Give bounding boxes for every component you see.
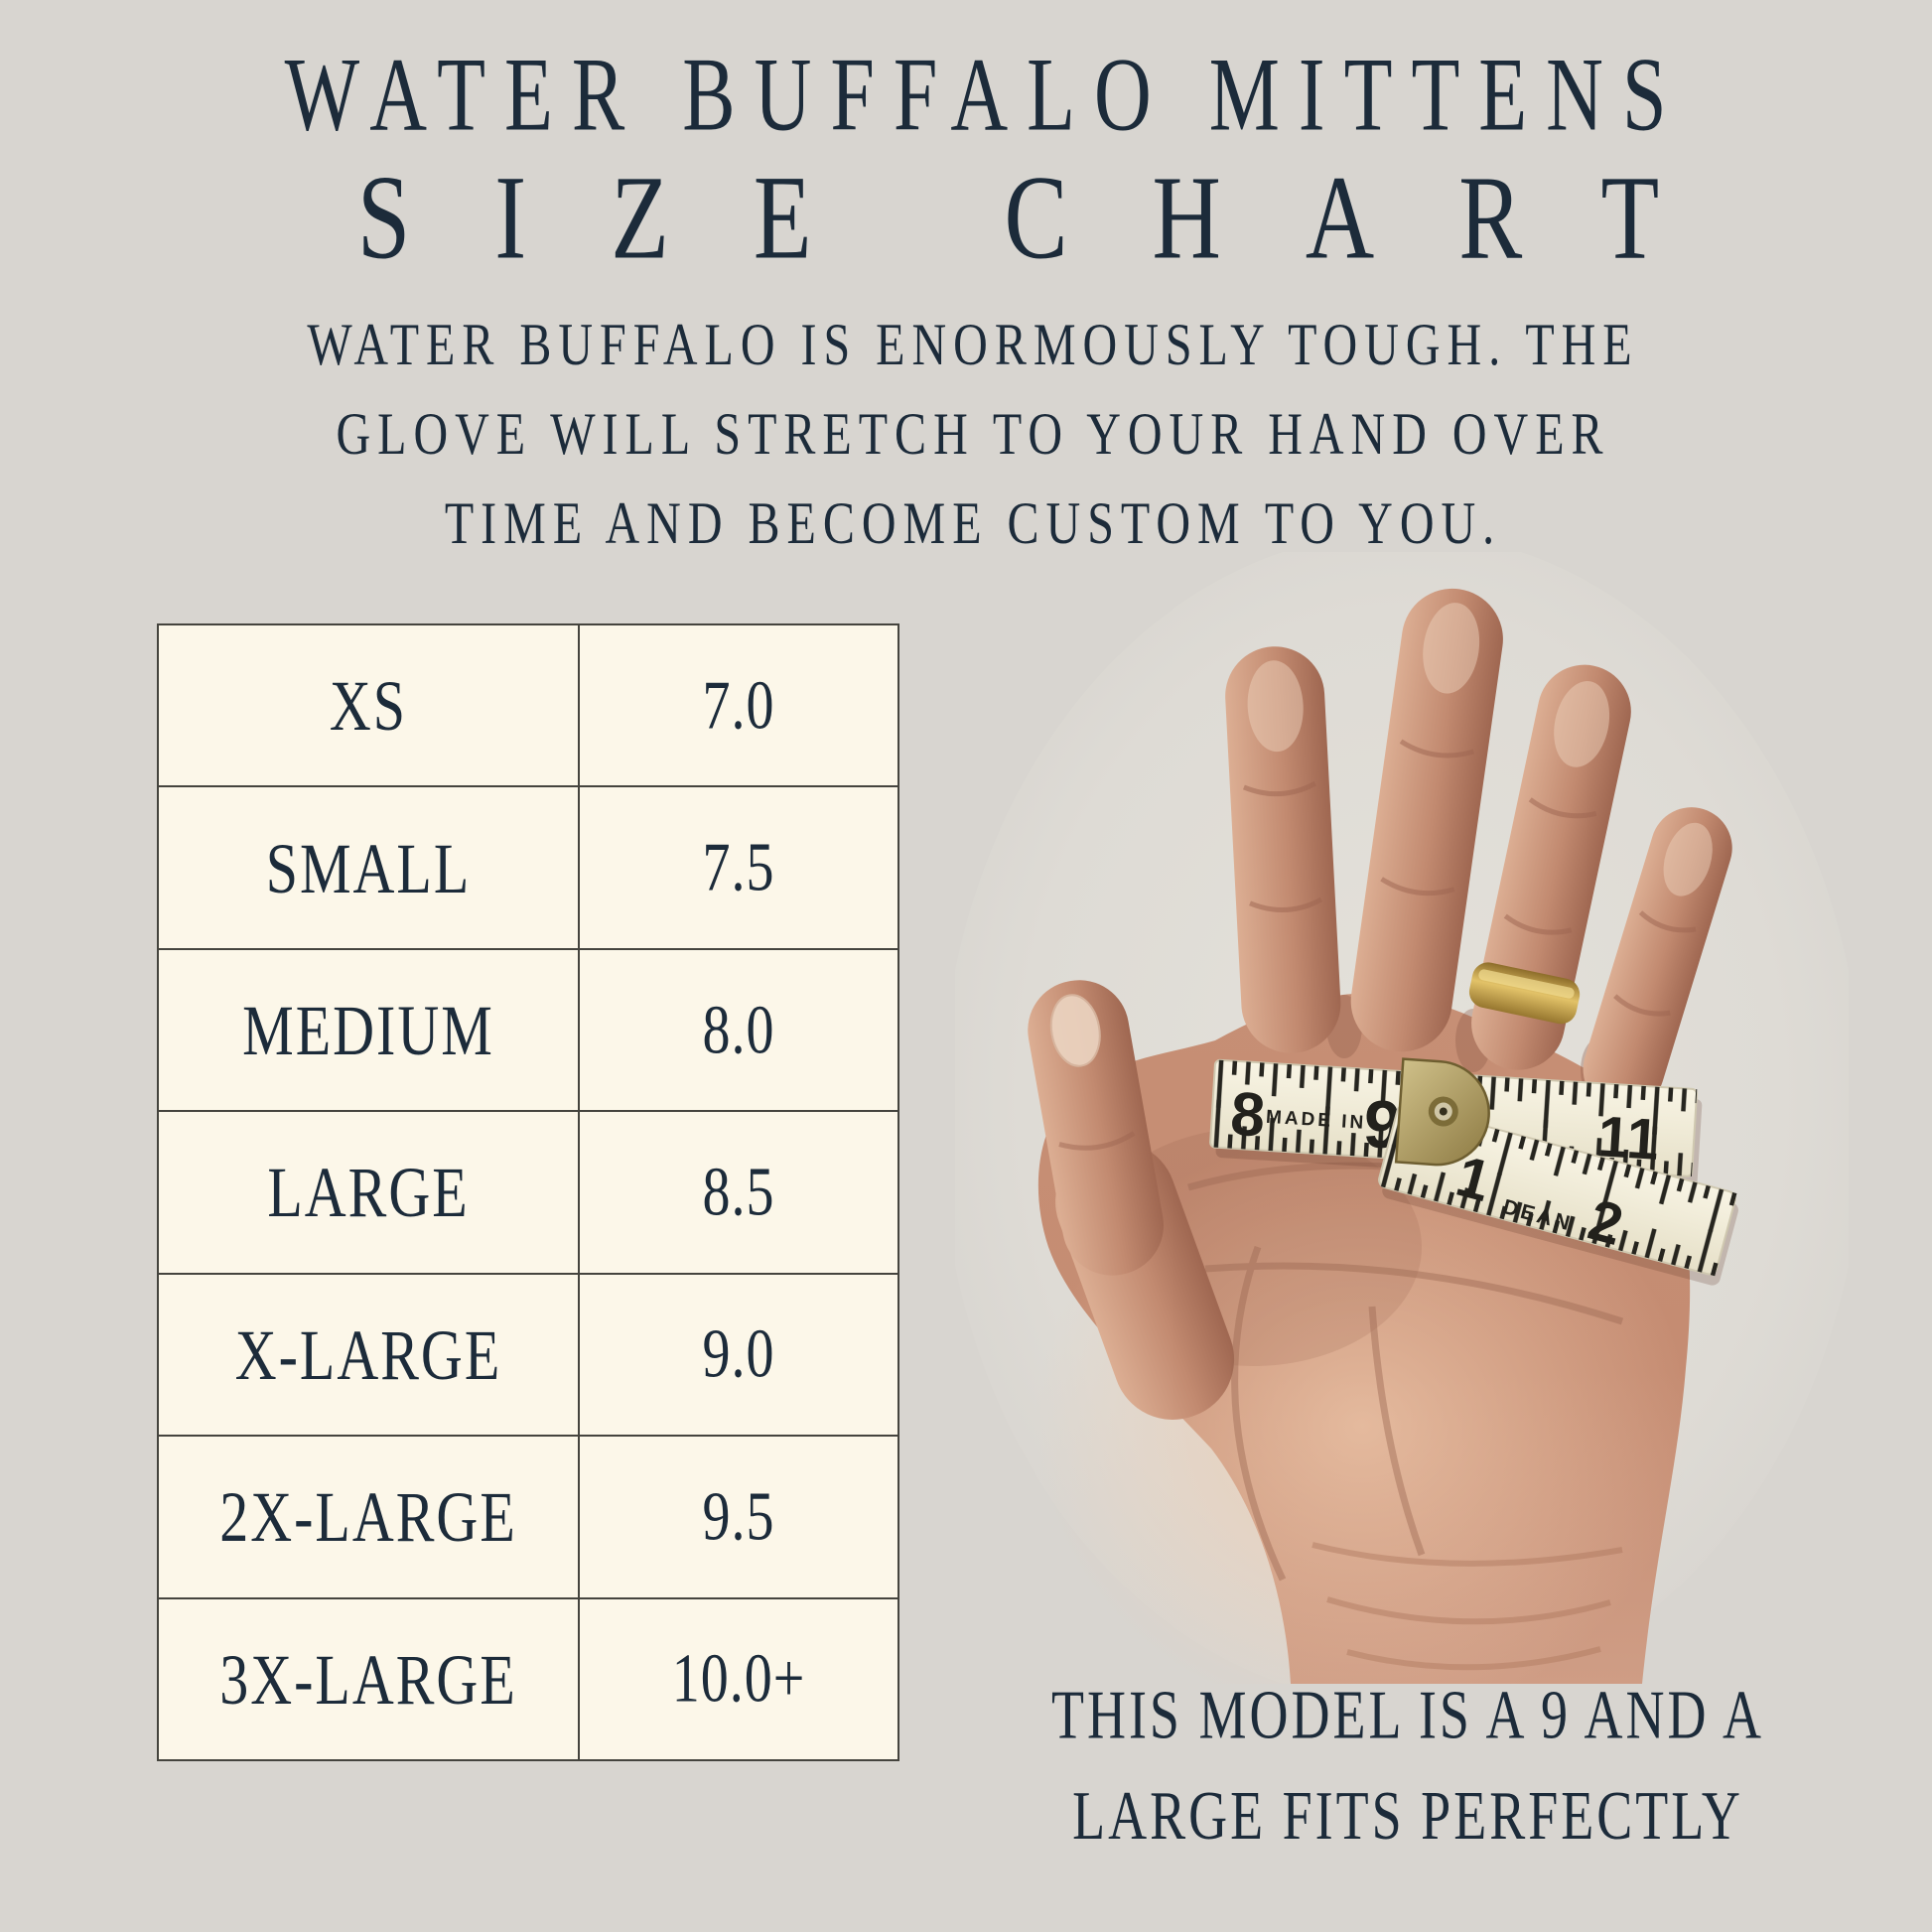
middle-finger: [1350, 588, 1503, 1052]
size-measurement: 8.0: [702, 991, 775, 1069]
table-row: X-LARGE 9.0: [157, 1272, 899, 1438]
table-row: XS 7.0: [157, 622, 899, 788]
size-label: XS: [329, 665, 408, 747]
tape-number-8: 8: [1229, 1080, 1268, 1151]
size-label: 3X-LARGE: [219, 1638, 517, 1720]
table-row: 3X-LARGE 10.0+: [157, 1596, 899, 1762]
size-measurement: 9.5: [702, 1478, 775, 1556]
table-row: SMALL 7.5: [157, 785, 899, 950]
size-label: X-LARGE: [234, 1313, 502, 1396]
ring-finger: [1468, 664, 1631, 1070]
size-measurement: 9.0: [702, 1315, 775, 1394]
table-row: MEDIUM 8.0: [157, 947, 899, 1113]
size-measurement: 10.0+: [671, 1640, 806, 1719]
pinky-finger: [1583, 807, 1732, 1111]
thumb-nail: [1049, 994, 1101, 1067]
hand-illustration: 8 MADE IN 9 11 1 DEAN 2: [1028, 588, 1738, 1684]
page-title-size-chart: SIZE CHART: [356, 149, 1744, 284]
thumb: [1028, 980, 1235, 1420]
index-finger: [1225, 646, 1341, 1053]
size-label: LARGE: [267, 1152, 470, 1233]
size-measurement: 8.5: [702, 1154, 775, 1231]
size-table: XS 7.0 SMALL 7.5 MEDIUM 8.0 LARGE 8.5 X-…: [157, 622, 899, 1762]
size-label: 2X-LARGE: [219, 1476, 517, 1558]
table-row: 2X-LARGE 9.5: [157, 1435, 899, 1599]
size-measurement: 7.0: [702, 666, 775, 745]
hand-with-tape-measure-photo: 8 MADE IN 9 11 1 DEAN 2: [955, 552, 1849, 1684]
size-label: MEDIUM: [242, 989, 494, 1071]
brass-clasp: [1394, 1057, 1490, 1167]
page-title: WATER BUFFALO MITTENS: [284, 37, 1686, 154]
model-caption: THIS MODEL IS A 9 AND A LARGE FITS PERFE…: [1050, 1676, 1765, 1855]
tape-measure: 8 MADE IN 9 11 1 DEAN 2: [1209, 1057, 1738, 1286]
wrist-wrinkles: [1311, 1542, 1623, 1671]
table-row: LARGE 8.5: [157, 1110, 899, 1275]
size-measurement: 7.5: [702, 829, 775, 906]
intro-text: WATER BUFFALO IS ENORMOUSLY TOUGH. THE G…: [307, 312, 1639, 557]
size-label: SMALL: [265, 827, 472, 908]
